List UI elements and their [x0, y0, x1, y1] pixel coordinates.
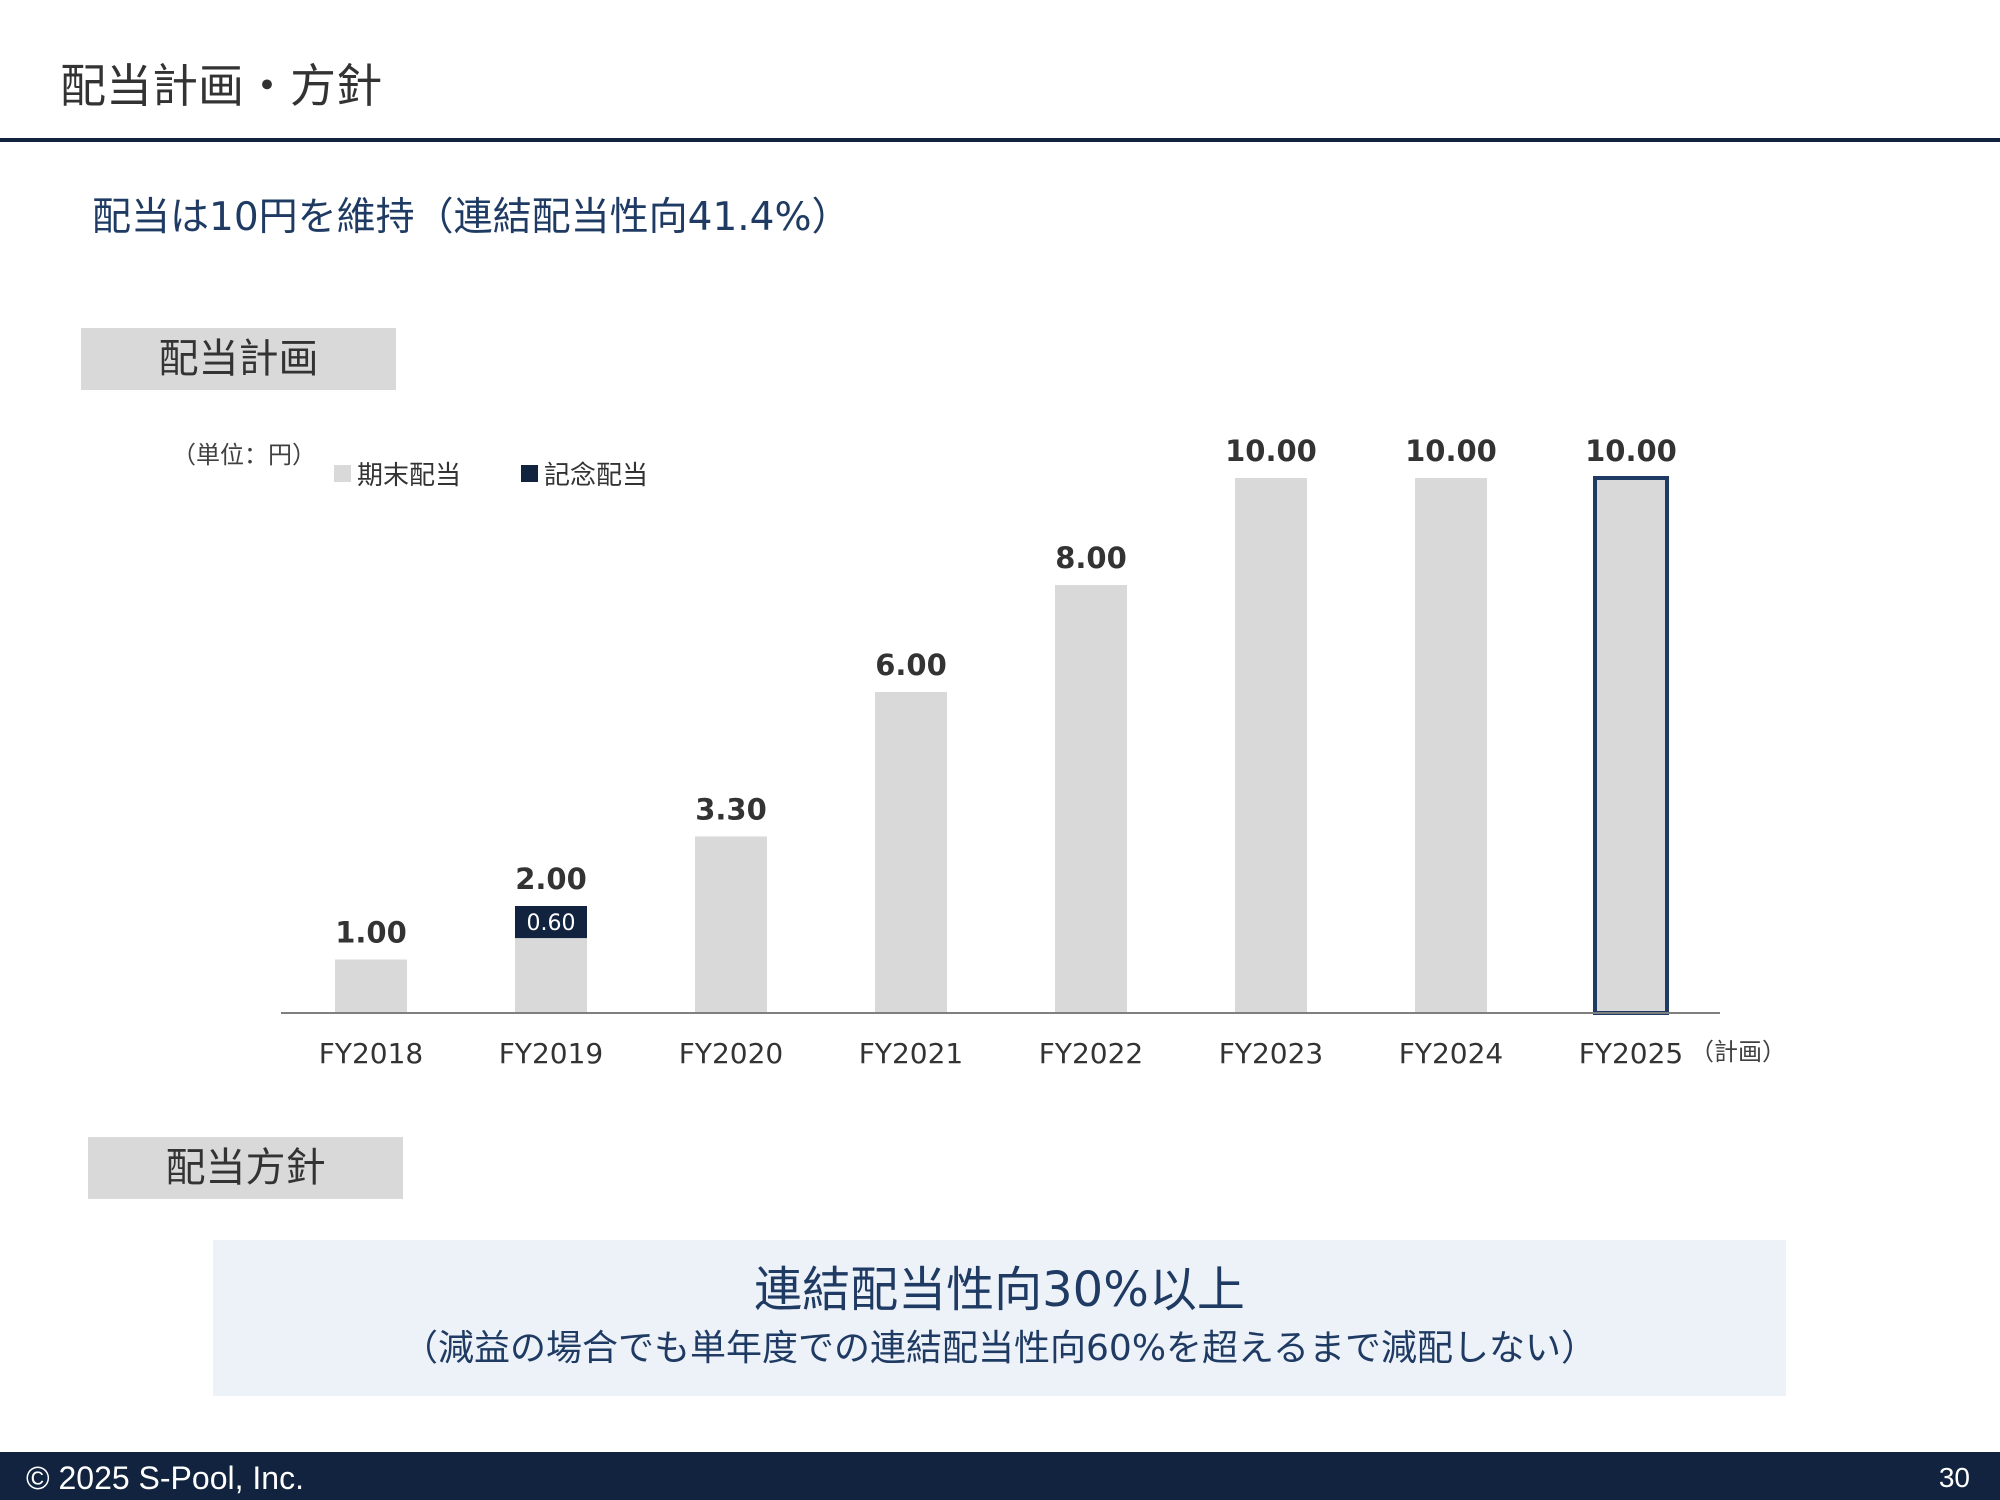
policy-section-label: 配当方針: [88, 1137, 403, 1199]
footer-copyright: © 2025 S-Pool, Inc.: [26, 1460, 304, 1496]
x-tick-label-fy2021: FY2021: [859, 1037, 963, 1070]
legend-swatch-kinen: [521, 465, 538, 482]
legend-item-kinen: 記念配当: [521, 455, 648, 492]
legend-label-kimatsu: 期末配当: [357, 461, 462, 491]
total-label-fy2023: 10.00: [1225, 434, 1317, 468]
bar-kimatsu-fy2023: [1235, 478, 1307, 1013]
unit-label: （単位：円）: [172, 441, 316, 469]
title-divider: [0, 138, 2000, 142]
bar-kinen-fy2019: [515, 906, 587, 939]
x-tick-label-fy2025: FY2025: [1579, 1037, 1683, 1070]
bar-kimatsu-fy2021: [875, 692, 947, 1013]
total-label-fy2025: 10.00: [1585, 434, 1677, 468]
headline: 配当は10円を維持（連結配当性向41.4%）: [92, 195, 851, 240]
page-number: 30: [1938, 1462, 1970, 1493]
bar-kimatsu-fy2020: [695, 836, 767, 1013]
bar-kimatsu-fy2025: [1595, 478, 1667, 1013]
total-label-fy2019: 2.00: [515, 862, 587, 896]
plan-section-label: 配当計画: [81, 328, 396, 390]
footer-bar: © 2025 S-Pool, Inc. 30: [0, 1452, 2000, 1500]
category-note-plan: （計画）: [1690, 1038, 1786, 1066]
x-tick-label-fy2022: FY2022: [1039, 1037, 1143, 1070]
total-label-fy2020: 3.30: [695, 792, 767, 826]
policy-main-text: 連結配当性向30%以上: [754, 1262, 1245, 1318]
x-tick-label-fy2020: FY2020: [679, 1037, 783, 1070]
policy-box: 連結配当性向30%以上 （減益の場合でも単年度での連結配当性向60%を超えるまで…: [213, 1240, 1786, 1396]
bar-kimatsu-fy2022: [1055, 585, 1127, 1013]
x-tick-label-fy2018: FY2018: [319, 1037, 423, 1070]
legend-item-kimatsu: 期末配当: [334, 455, 461, 492]
legend-label-kinen: 記念配当: [544, 461, 649, 491]
dividend-bar-chart: 1.00 FY2018 0.60 2.00 FY2019 3.30 FY2020 6.00 FY…: [281, 434, 1786, 1070]
total-label-fy2018: 1.00: [335, 916, 407, 950]
bar-kimatsu-fy2019: [515, 938, 587, 1013]
bar-kimatsu-fy2024: [1415, 478, 1487, 1013]
page-title: 配当計画・方針: [60, 59, 382, 113]
legend-swatch-kimatsu: [334, 465, 351, 482]
data-label-kinen-fy2019: 0.60: [527, 911, 576, 936]
total-label-fy2024: 10.00: [1405, 434, 1497, 468]
x-tick-label-fy2023: FY2023: [1219, 1037, 1323, 1070]
x-tick-label-fy2024: FY2024: [1399, 1037, 1503, 1070]
total-label-fy2022: 8.00: [1055, 541, 1127, 575]
x-tick-label-fy2019: FY2019: [499, 1037, 603, 1070]
total-label-fy2021: 6.00: [875, 648, 947, 682]
bar-kimatsu-fy2018: [335, 959, 407, 1013]
policy-sub-text: （減益の場合でも単年度での連結配当性向60%を超えるまで減配しない）: [402, 1328, 1597, 1369]
